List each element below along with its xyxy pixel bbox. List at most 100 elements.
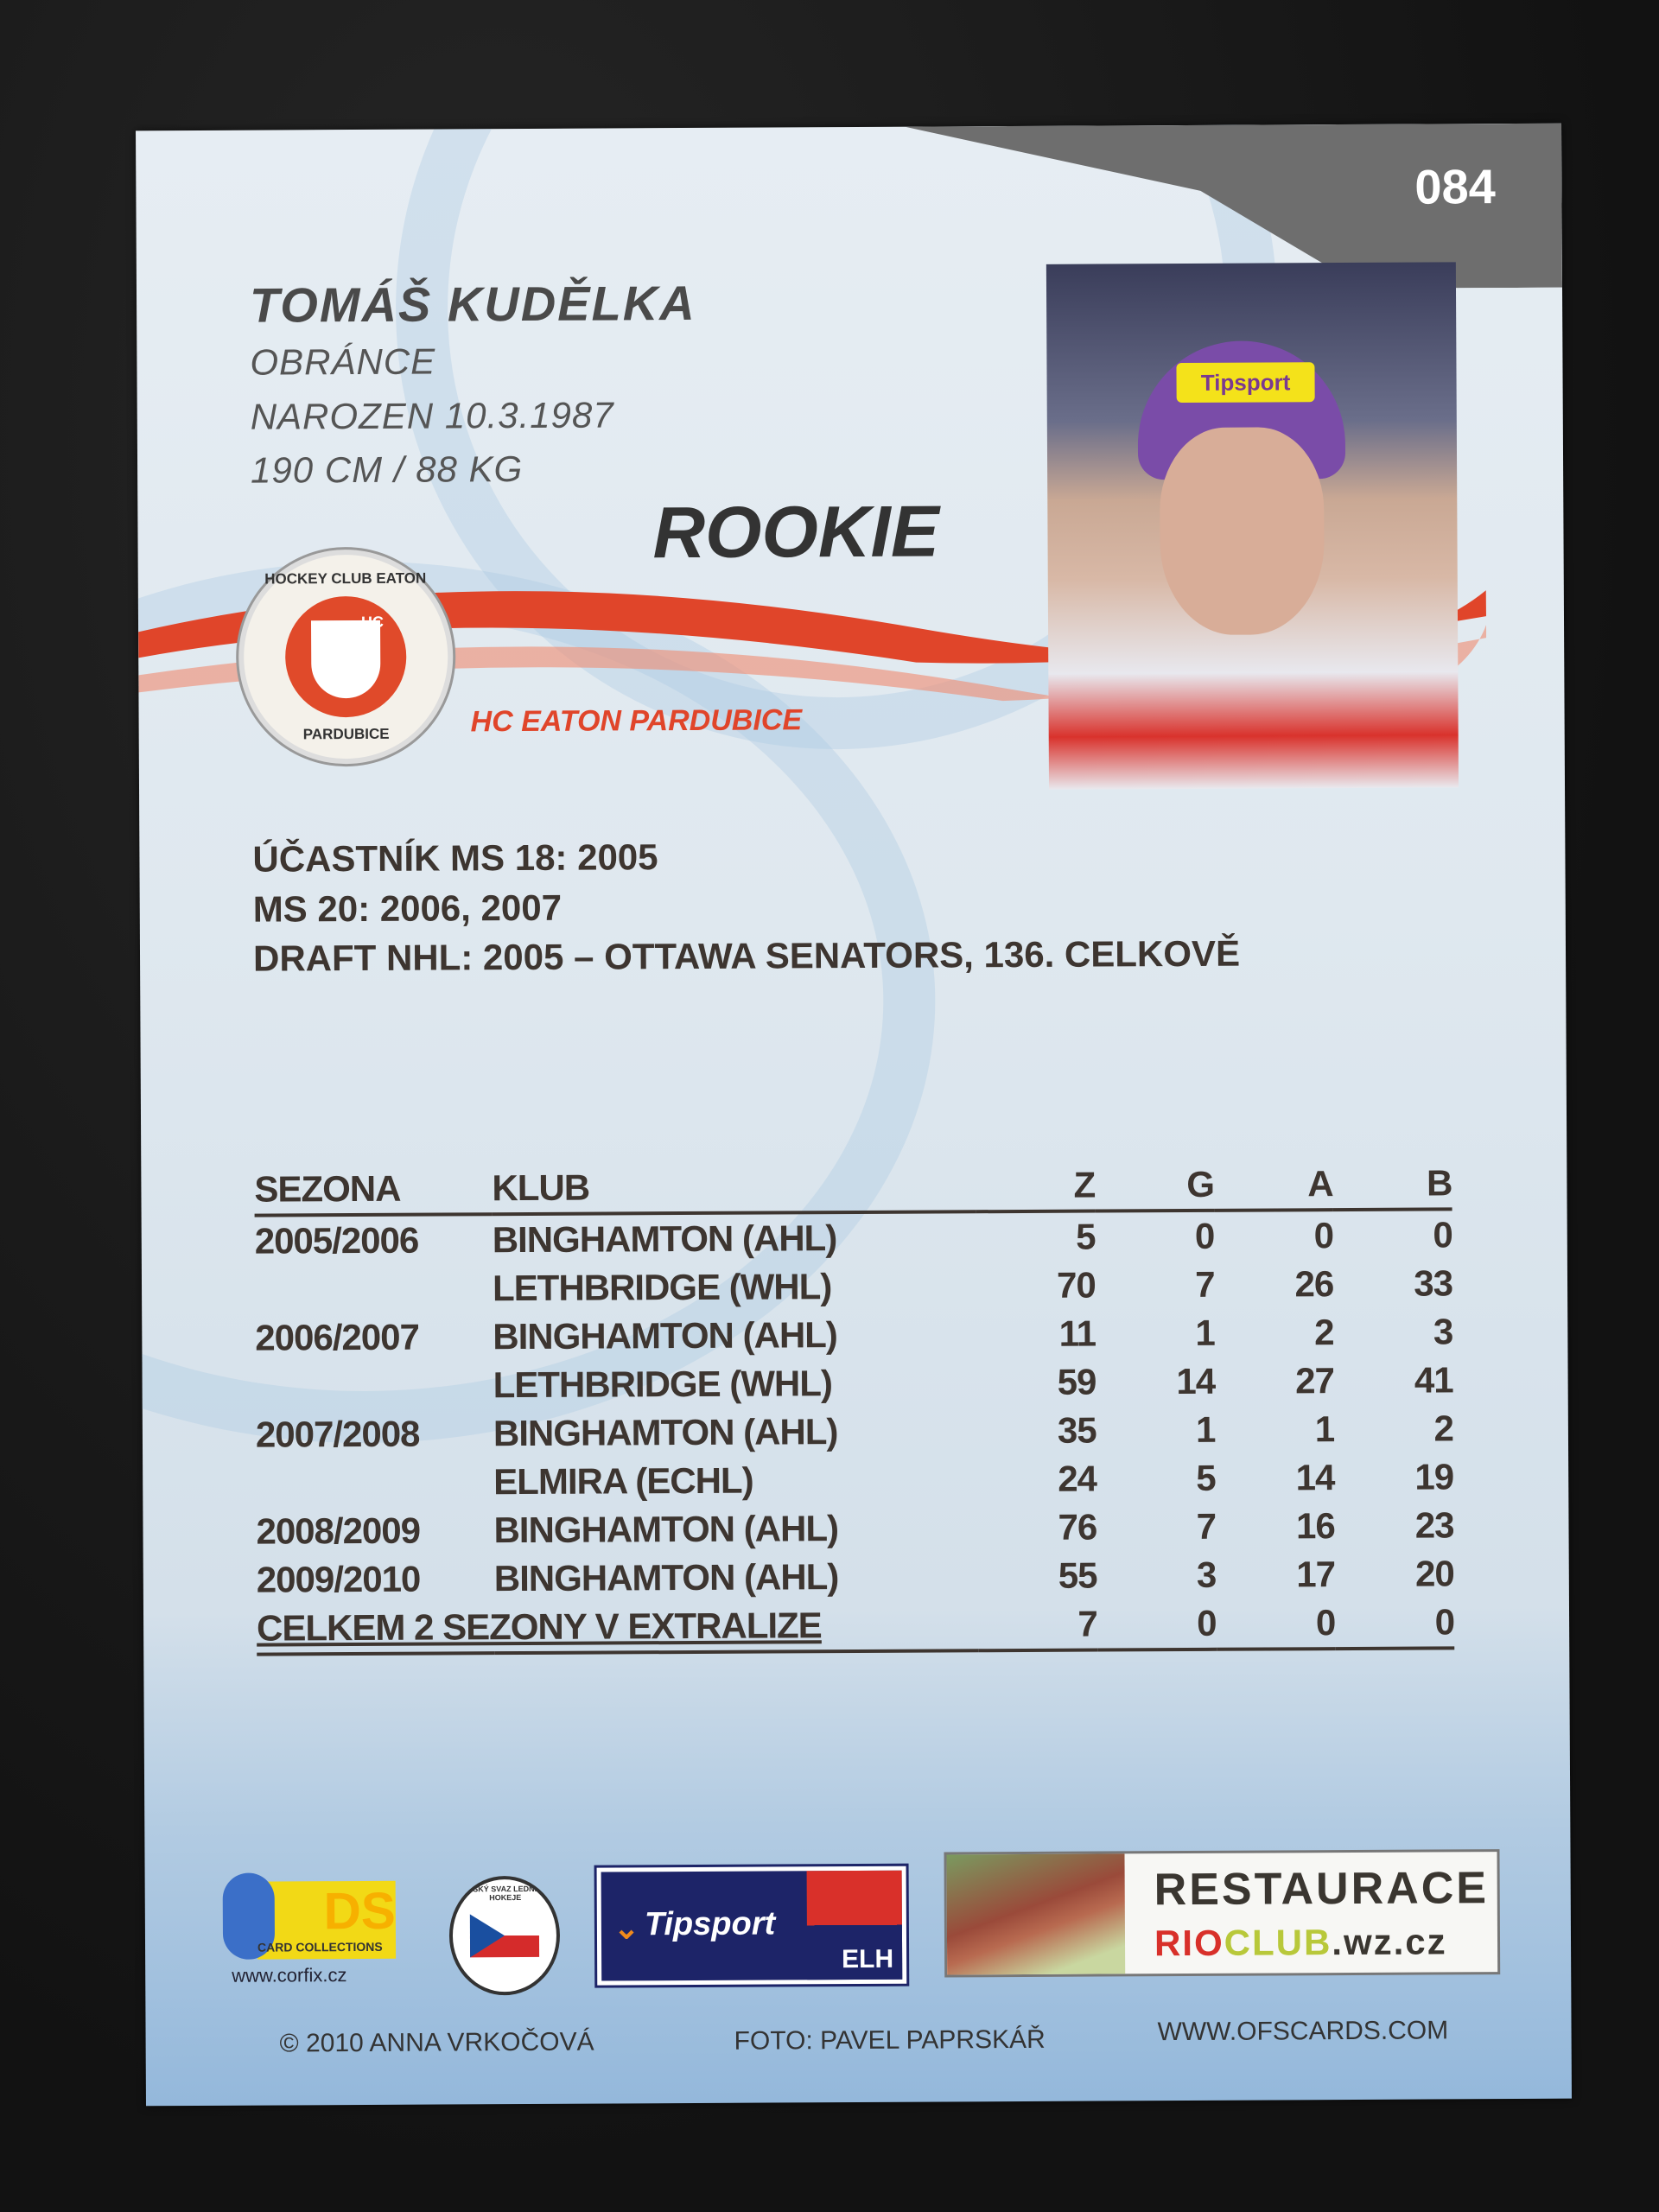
logo-mark: HC [360, 613, 385, 631]
stats-header: SEZONA KLUB Z G A B [254, 1160, 1452, 1216]
cell-points: 2 [1433, 1408, 1454, 1449]
info-line: MS 20: 2006, 2007 [252, 887, 563, 930]
ds-url: www.corfix.cz [232, 1964, 347, 1986]
player-position: OBRÁNCE [250, 340, 436, 383]
photo-credit: FOTO: PAVEL PAPRSKÁŘ [734, 2024, 1046, 2056]
restaurace-rioclub-ad: RESTAURACE RIOCLUB.wz.cz [946, 1852, 1498, 1975]
stats-row: 2006/2007 BINGHAMTON (AHL) 11 1 2 3 [255, 1307, 1452, 1362]
rio-url-rest: .wz.cz [1332, 1921, 1447, 1963]
cell-goals: 7 [1195, 1263, 1215, 1305]
cell-points: 33 [1414, 1262, 1453, 1304]
cell-goals: 1 [1195, 1312, 1215, 1353]
cell-club: LETHBRIDGE (WHL) [493, 1363, 833, 1406]
cell-club: BINGHAMTON (AHL) [493, 1508, 839, 1551]
stats-row: LETHBRIDGE (WHL) 59 14 27 41 [255, 1356, 1453, 1410]
header-assists: A [1213, 1161, 1333, 1211]
tipsport-elh-logo: ⌄ Tipsport ELH [596, 1866, 907, 1986]
stats-row: 2007/2008 BINGHAMTON (AHL) 35 1 1 2 [256, 1404, 1453, 1459]
cslh-logo: ČESKÝ SVAZ LEDNÍHO HOKEJE [448, 1875, 561, 1996]
player-photo: Tipsport [1046, 262, 1459, 790]
cell-goals: 5 [1196, 1457, 1216, 1498]
stats-row: 2008/2009 BINGHAMTON (AHL) 76 7 16 23 [256, 1501, 1453, 1555]
stats-row: 2009/2010 BINGHAMTON (AHL) 55 3 17 20 [257, 1549, 1454, 1604]
team-name: HC EATON PARDUBICE [470, 703, 803, 739]
total-value: 0 [1216, 1599, 1336, 1649]
cell-assists: 27 [1295, 1360, 1334, 1402]
cell-club: BINGHAMTON (AHL) [493, 1411, 838, 1454]
cell-games: 11 [1058, 1313, 1096, 1354]
player-name: TOMÁŠ KUDĚLKA [249, 275, 696, 333]
team-logo: HOCKEY CLUB EATON HC PARDUBICE [238, 549, 454, 765]
cell-club: ELMIRA (ECHL) [493, 1459, 753, 1503]
cell-games: 24 [1058, 1458, 1097, 1499]
tipsport-v-icon: ⌄ [613, 1910, 640, 1946]
logo-shield [310, 620, 381, 699]
cell-points: 19 [1414, 1456, 1454, 1497]
flag-triangle [469, 1914, 505, 1958]
cell-points: 0 [1433, 1214, 1452, 1255]
rio-url: RIOCLUB.wz.cz [1154, 1921, 1447, 1964]
ds-card-collections-logo: DS CARD COLLECTIONS www.corfix.cz [222, 1872, 400, 1986]
header-games: Z [976, 1162, 1096, 1212]
cell-assists: 2 [1314, 1312, 1334, 1353]
cell-games: 35 [1057, 1409, 1096, 1451]
ds-sub: CARD COLLECTIONS [257, 1939, 383, 1955]
info-line: ÚČASTNÍK MS 18: 2005 [252, 836, 658, 880]
stats-table: SEZONA KLUB Z G A B 2005/2006 BINGHAMTON … [254, 1160, 1455, 1656]
header-club: KLUB [492, 1163, 976, 1215]
rio-title: RESTAURACE [1154, 1863, 1490, 1916]
cell-goals: 14 [1176, 1360, 1216, 1402]
hockey-card-back: 084 TOMÁŠ KUDĚLKA OBRÁNCE NAROZEN 10.3.1… [136, 123, 1572, 2107]
copyright: © 2010 ANNA VRKOČOVÁ [279, 2027, 594, 2058]
cslh-text: ČESKÝ SVAZ LEDNÍHO HOKEJE [461, 1884, 549, 1903]
total-value: 0 [1335, 1598, 1455, 1649]
total-value: 0 [1096, 1599, 1217, 1650]
cell-assists: 26 [1294, 1263, 1334, 1305]
restaurant-photo [946, 1853, 1126, 1975]
cell-points: 23 [1414, 1504, 1454, 1546]
website: WWW.OFSCARDS.COM [1157, 2016, 1449, 2047]
player-face [1159, 427, 1325, 636]
rookie-badge: ROOKIE [652, 490, 940, 574]
cell-games: 59 [1057, 1361, 1096, 1402]
cell-points: 20 [1414, 1553, 1454, 1594]
cell-club: BINGHAMTON (AHL) [493, 1556, 839, 1599]
cell-assists: 14 [1295, 1457, 1335, 1498]
cell-games: 76 [1058, 1506, 1097, 1548]
cell-season [255, 1361, 493, 1410]
logo-emblem: HC [284, 595, 407, 718]
stats-total-row: CELKEM 2 SEZONY V EXTRALIZE 7 0 0 0 [256, 1598, 1455, 1655]
player-size: 190 CM / 88 KG [250, 448, 524, 491]
elh-text: ELH [842, 1944, 894, 1974]
cell-club: BINGHAMTON (AHL) [492, 1217, 837, 1261]
cell-assists: 16 [1295, 1505, 1335, 1547]
cell-goals: 7 [1196, 1505, 1217, 1547]
cell-points: 3 [1433, 1311, 1453, 1352]
cell-games: 55 [1058, 1554, 1097, 1596]
logo-bottom-text: PARDUBICE [302, 725, 390, 743]
cell-goals: 3 [1196, 1554, 1217, 1595]
cell-club: LETHBRIDGE (WHL) [492, 1266, 832, 1309]
cell-season [256, 1458, 493, 1507]
cell-assists: 0 [1313, 1215, 1334, 1256]
cell-points: 41 [1414, 1359, 1453, 1401]
rio-url-rio: RIO [1154, 1922, 1224, 1964]
stats-row: 2005/2006 BINGHAMTON (AHL) 5 0 0 0 [255, 1209, 1452, 1265]
cell-season: 2009/2010 [256, 1558, 421, 1600]
cell-assists: 1 [1314, 1408, 1335, 1450]
stats-row: LETHBRIDGE (WHL) 70 7 26 33 [255, 1259, 1452, 1313]
cell-season [255, 1264, 493, 1313]
cell-goals: 1 [1195, 1408, 1216, 1450]
player-birth: NAROZEN 10.3.1987 [250, 394, 614, 437]
stats-row: ELMIRA (ECHL) 24 5 14 19 [256, 1452, 1453, 1507]
elh-logo: ELH [806, 1870, 903, 1980]
cell-club: BINGHAMTON (AHL) [493, 1314, 837, 1357]
cell-season: 2008/2009 [256, 1510, 421, 1552]
cell-season: 2006/2007 [255, 1316, 420, 1358]
cell-assists: 17 [1296, 1554, 1336, 1595]
helmet-ad: Tipsport [1176, 362, 1315, 404]
header-season: SEZONA [254, 1166, 493, 1216]
cell-season: 2007/2008 [255, 1413, 420, 1455]
info-line: DRAFT NHL: 2005 – OTTAWA SENATORS, 136. … [252, 932, 1241, 979]
logo-top-text: HOCKEY CLUB EATON [264, 569, 427, 588]
